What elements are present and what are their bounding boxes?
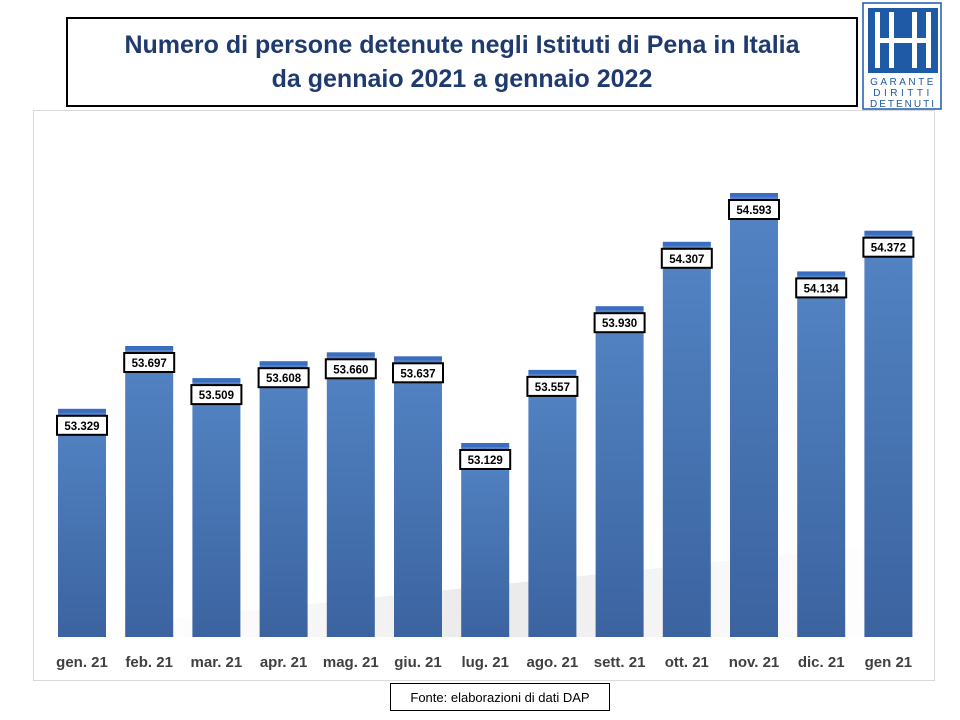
value-label-8: 53.930 bbox=[593, 312, 646, 334]
logo-text-line-1: GARANTE bbox=[870, 77, 936, 88]
value-label-text-1: 53.697 bbox=[132, 358, 167, 370]
value-label-text-5: 53.637 bbox=[400, 368, 435, 380]
category-label-9: ott. 21 bbox=[665, 654, 709, 671]
category-label-0: gen. 21 bbox=[56, 654, 108, 671]
category-label-8: sett. 21 bbox=[594, 654, 646, 671]
value-label-text-9: 54.307 bbox=[669, 254, 704, 266]
bar-top-7 bbox=[528, 369, 577, 374]
logo-text-line-3: DETENUTI bbox=[870, 99, 936, 110]
bar-top-3 bbox=[259, 361, 308, 366]
value-label-text-0: 53.329 bbox=[64, 421, 99, 433]
bar-top-4 bbox=[326, 352, 375, 357]
category-label-3: apr. 21 bbox=[260, 654, 308, 671]
category-label-2: mar. 21 bbox=[191, 654, 243, 671]
bar-top-11 bbox=[797, 271, 846, 276]
bar-top-9 bbox=[662, 241, 711, 246]
value-label-0: 53.329 bbox=[56, 414, 108, 436]
logo-text-line-2: DIRITTI bbox=[873, 88, 933, 99]
value-label-text-6: 53.129 bbox=[468, 455, 503, 467]
value-label-2: 53.509 bbox=[190, 384, 243, 406]
bar-5 bbox=[394, 359, 442, 637]
category-label-6: lug. 21 bbox=[461, 654, 509, 671]
bar-top-5 bbox=[394, 356, 442, 361]
bar-7 bbox=[528, 372, 577, 637]
value-label-9: 54.307 bbox=[660, 247, 713, 269]
bar-8 bbox=[595, 309, 644, 637]
source-note: Fonte: elaborazioni di dati DAP bbox=[390, 683, 610, 711]
bar-top-0 bbox=[58, 408, 106, 413]
bar-10 bbox=[730, 196, 778, 637]
value-label-text-7: 53.557 bbox=[535, 382, 570, 394]
value-label-text-8: 53.930 bbox=[602, 318, 637, 330]
category-label-4: mag. 21 bbox=[323, 654, 379, 671]
bar-1 bbox=[125, 349, 174, 637]
value-label-text-2: 53.509 bbox=[199, 390, 234, 402]
value-label-text-11: 54.134 bbox=[804, 283, 840, 295]
value-label-7: 53.557 bbox=[526, 375, 579, 397]
category-label-5: giu. 21 bbox=[394, 654, 442, 671]
value-label-3: 53.608 bbox=[257, 367, 310, 389]
value-label-4: 53.660 bbox=[324, 358, 377, 380]
chart-title-line-2: da gennaio 2021 a gennaio 2022 bbox=[271, 65, 653, 93]
value-label-1: 53.697 bbox=[123, 352, 176, 373]
value-label-11: 54.134 bbox=[795, 277, 848, 299]
value-label-12: 54.372 bbox=[862, 236, 915, 258]
bar-top-6 bbox=[461, 443, 510, 447]
value-label-text-3: 53.608 bbox=[266, 373, 302, 385]
value-label-5: 53.637 bbox=[392, 362, 444, 384]
bar-top-1 bbox=[125, 346, 174, 350]
bar-3 bbox=[259, 364, 308, 637]
bar-9 bbox=[662, 244, 711, 638]
bar-6 bbox=[461, 446, 510, 637]
bar-2 bbox=[192, 381, 241, 637]
chart-title-line-1: Numero di persone detenute negli Istitut… bbox=[124, 31, 800, 59]
category-label-7: ago. 21 bbox=[527, 654, 579, 671]
category-label-12: gen 21 bbox=[865, 654, 913, 671]
value-label-10: 54.593 bbox=[728, 199, 780, 220]
bar-0 bbox=[58, 411, 106, 637]
bar-12 bbox=[864, 233, 913, 637]
bar-4 bbox=[326, 355, 375, 637]
bar-top-12 bbox=[864, 230, 913, 235]
category-label-11: dic. 21 bbox=[798, 654, 845, 671]
bar-top-8 bbox=[595, 306, 644, 311]
bar-top-2 bbox=[192, 378, 241, 383]
category-label-10: nov. 21 bbox=[729, 654, 780, 671]
value-label-6: 53.129 bbox=[459, 449, 512, 470]
bar-top-10 bbox=[730, 193, 778, 197]
value-label-text-4: 53.660 bbox=[333, 364, 368, 376]
garante-logo: GARANTE DIRITTI DETENUTI bbox=[862, 2, 942, 110]
chart-title-box: Numero di persone detenute negli Istitut… bbox=[66, 17, 858, 107]
value-label-text-10: 54.593 bbox=[736, 205, 771, 217]
bar-11 bbox=[797, 274, 846, 637]
category-label-1: feb. 21 bbox=[125, 654, 173, 671]
value-label-text-12: 54.372 bbox=[871, 243, 906, 255]
